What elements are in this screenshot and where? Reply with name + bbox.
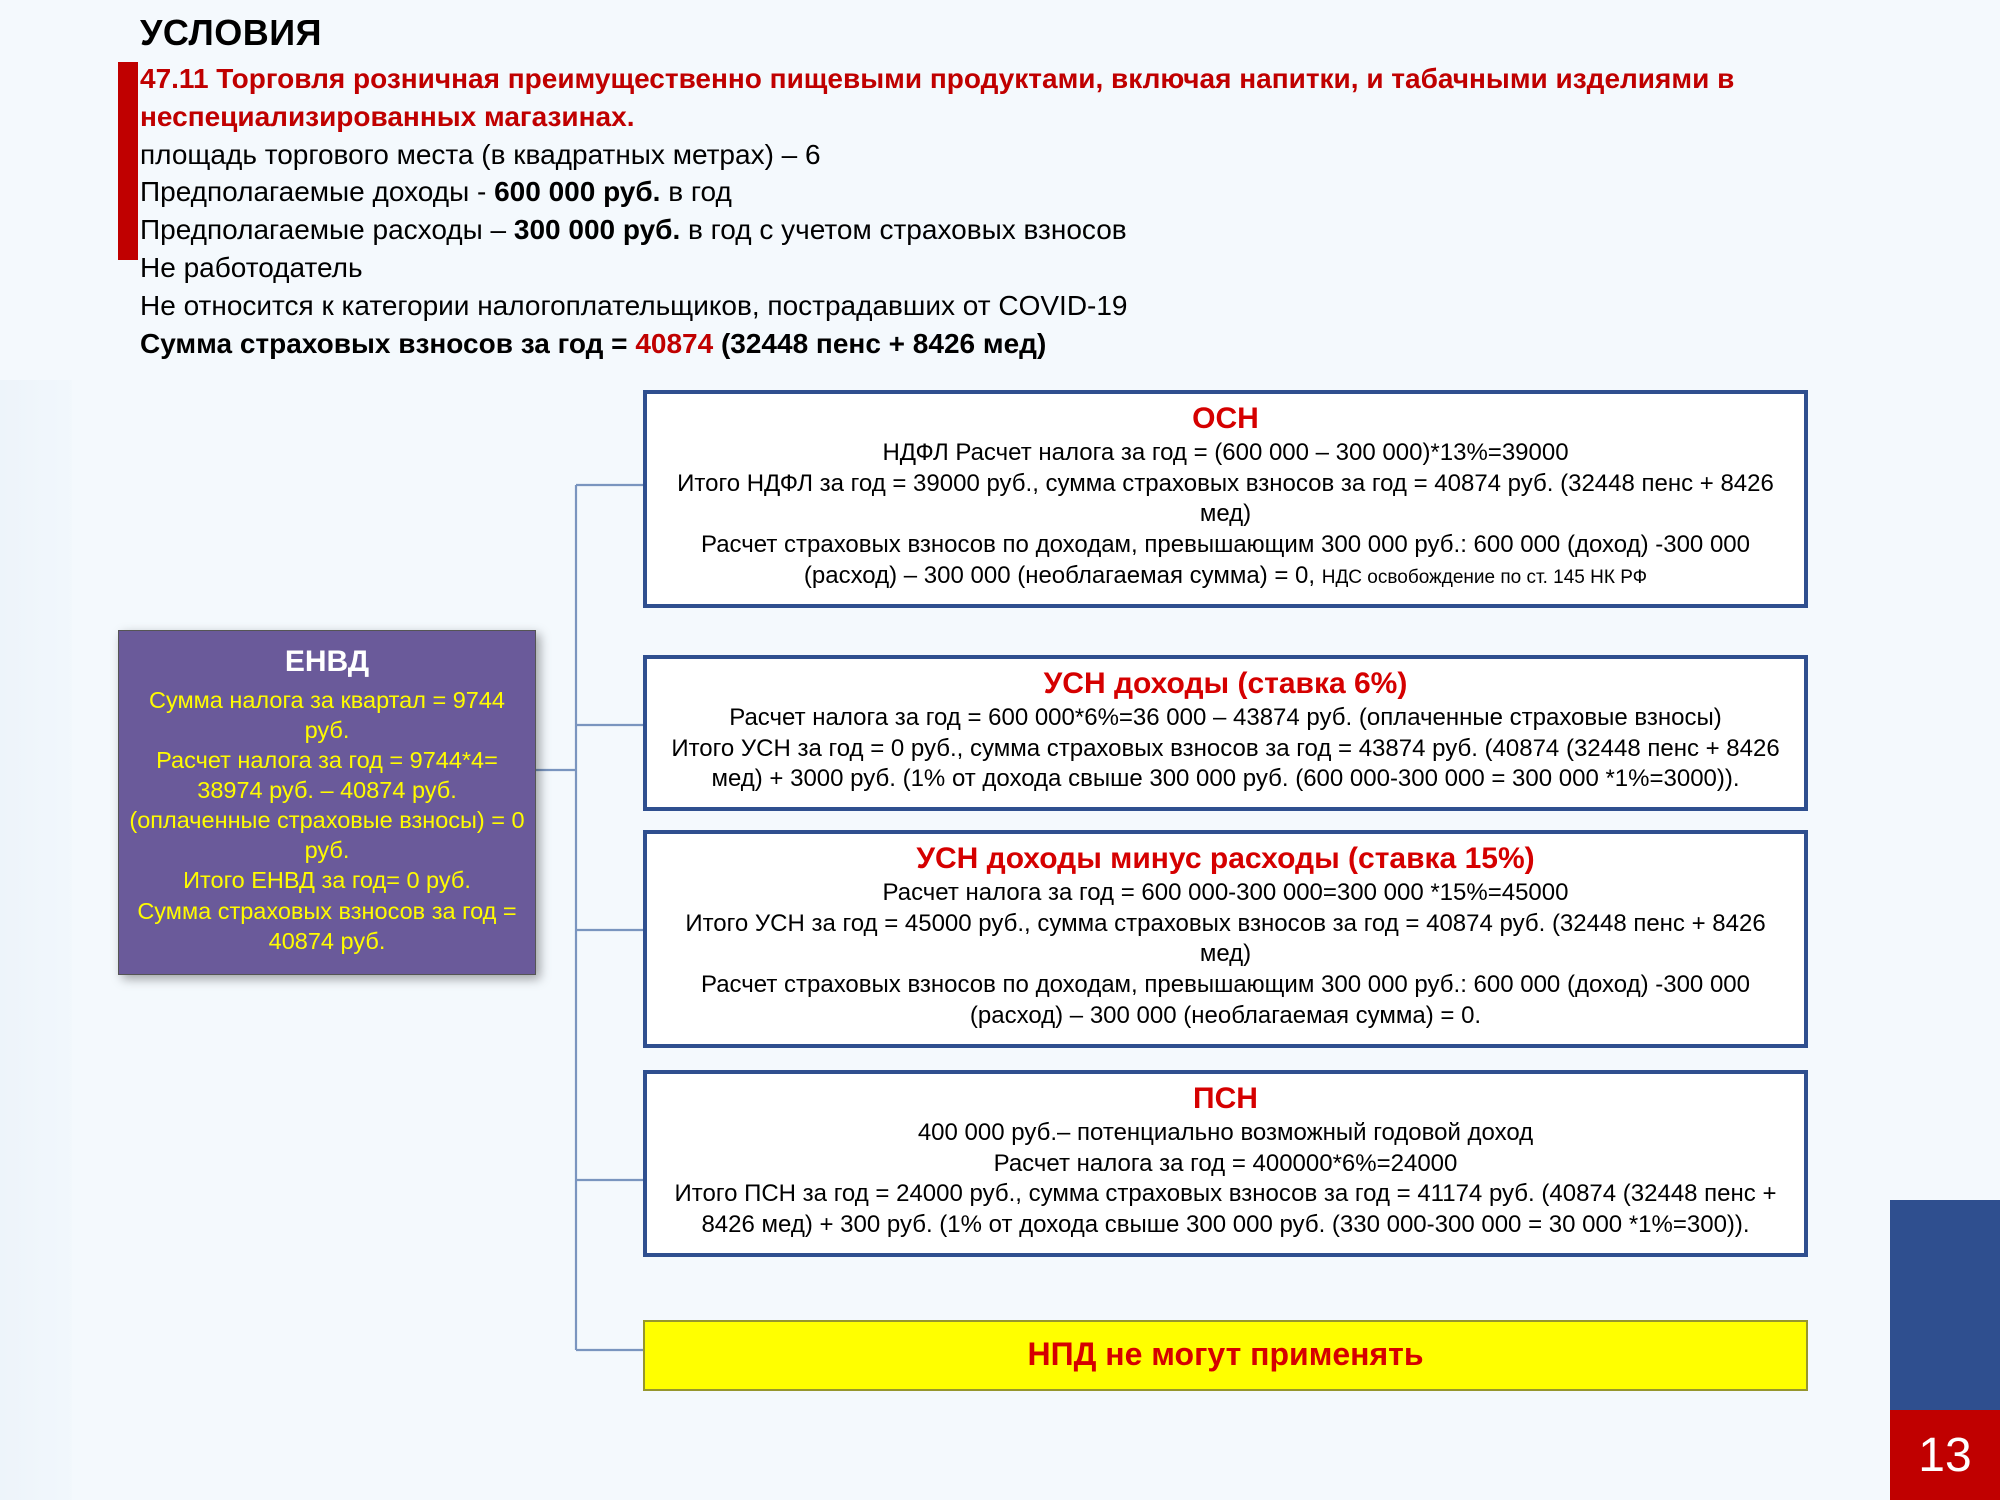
branch-usn6: УСН доходы (ставка 6%) Расчет налога за … <box>643 655 1808 811</box>
psn-title: ПСН <box>665 1082 1786 1116</box>
expense-post: в год с учетом страховых взносов <box>680 214 1126 245</box>
psn-line-2: Расчет налога за год = 400000*6%=24000 <box>665 1149 1786 1180</box>
left-shade <box>0 380 72 1500</box>
usn6-line-2: Итого УСН за год = 0 руб., сумма страхов… <box>665 734 1786 795</box>
psn-line-1: 400 000 руб.– потенциально возможный год… <box>665 1118 1786 1149</box>
usn6-title: УСН доходы (ставка 6%) <box>665 667 1786 701</box>
sum-red: 40874 <box>635 328 713 359</box>
employer-line: Не работодатель <box>140 249 1940 287</box>
branch-usn15: УСН доходы минус расходы (ставка 15%) Ра… <box>643 830 1808 1048</box>
expense-line: Предполагаемые расходы – 300 000 руб. в … <box>140 211 1940 249</box>
usn15-line-2: Итого УСН за год = 45000 руб., сумма стр… <box>665 909 1786 970</box>
osn-title: ОСН <box>665 402 1786 436</box>
expense-pre: Предполагаемые расходы – <box>140 214 514 245</box>
page-title: УСЛОВИЯ <box>140 12 2000 54</box>
insurance-sum-line: Сумма страховых взносов за год = 40874 (… <box>140 325 1940 363</box>
income-pre: Предполагаемые доходы - <box>140 176 494 207</box>
branch-psn: ПСН 400 000 руб.– потенциально возможный… <box>643 1070 1808 1257</box>
usn6-line-1: Расчет налога за год = 600 000*6%=36 000… <box>665 703 1786 734</box>
income-bold: 600 000 руб. <box>494 176 660 207</box>
root-line-1: Сумма налога за квартал = 9744 руб. <box>129 685 525 745</box>
category-line: 47.11 Торговля розничная преимущественно… <box>140 60 1940 136</box>
root-line-2: Расчет налога за год = 9744*4= 38974 руб… <box>129 745 525 865</box>
branch-osn: ОСН НДФЛ Расчет налога за год = (600 000… <box>643 390 1808 608</box>
root-line-4: Сумма страховых взносов за год = 40874 р… <box>129 896 525 956</box>
psn-line-3: Итого ПСН за год = 24000 руб., сумма стр… <box>665 1179 1786 1240</box>
income-line: Предполагаемые доходы - 600 000 руб. в г… <box>140 173 1940 211</box>
connector-lines <box>536 390 643 1390</box>
income-post: в год <box>660 176 731 207</box>
sum-pre: Сумма страховых взносов за год = <box>140 328 635 359</box>
blue-corner-patch <box>1890 1200 2000 1410</box>
root-line-3: Итого ЕНВД за год= 0 руб. <box>129 865 525 895</box>
osn-line-2: Итого НДФЛ за год = 39000 руб., сумма ст… <box>665 469 1786 530</box>
root-title: ЕНВД <box>129 645 525 679</box>
area-line: площадь торгового места (в квадратных ме… <box>140 136 1940 174</box>
conditions-block: 47.11 Торговля розничная преимущественно… <box>0 54 2000 362</box>
usn15-line-1: Расчет налога за год = 600 000-300 000=3… <box>665 878 1786 909</box>
npd-title: НПД не могут применять <box>663 1336 1788 1373</box>
expense-bold: 300 000 руб. <box>514 214 680 245</box>
usn15-title: УСН доходы минус расходы (ставка 15%) <box>665 842 1786 876</box>
osn-line-3: Расчет страховых взносов по доходам, пре… <box>665 530 1786 591</box>
page-number: 13 <box>1890 1410 2000 1500</box>
red-accent-bar <box>118 62 138 260</box>
branch-npd: НПД не могут применять <box>643 1320 1808 1391</box>
covid-line: Не относится к категории налогоплательщи… <box>140 287 1940 325</box>
usn15-line-3: Расчет страховых взносов по доходам, пре… <box>665 970 1786 1031</box>
osn-line-1: НДФЛ Расчет налога за год = (600 000 – 3… <box>665 438 1786 469</box>
root-envd-box: ЕНВД Сумма налога за квартал = 9744 руб.… <box>118 630 536 975</box>
osn-line-3-small: НДС освобождение по ст. 145 НК РФ <box>1322 567 1647 588</box>
sum-post: (32448 пенс + 8426 мед) <box>713 328 1046 359</box>
